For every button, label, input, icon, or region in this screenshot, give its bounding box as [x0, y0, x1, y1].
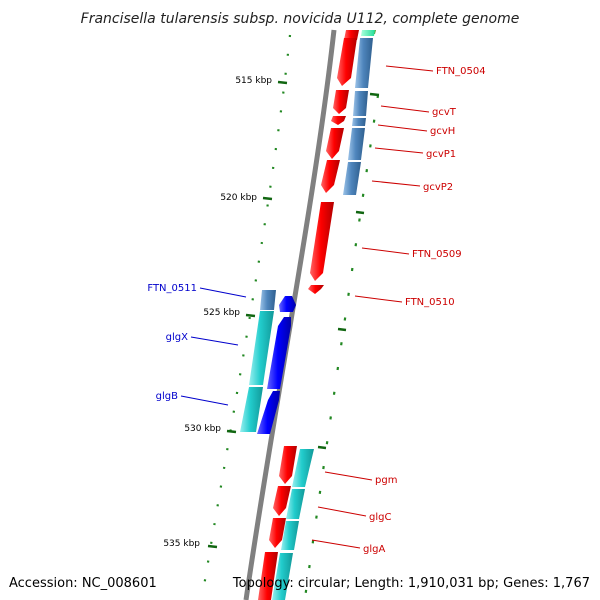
cds-gcvt[interactable] [353, 91, 368, 116]
topology-text: Topology: circular; Length: 1,910,031 bp… [232, 576, 590, 591]
gene-label-gcvp2[interactable]: gcvP2 [423, 182, 453, 193]
scale-ticks [207, 80, 380, 549]
gene-ftn-0510[interactable] [308, 285, 324, 294]
gene-label-glga[interactable]: glgA [363, 544, 385, 555]
scale-label-525: 525 kbp [203, 308, 240, 318]
cds-glga[interactable] [281, 521, 299, 550]
gene-label-gcvh[interactable]: gcvH [430, 126, 455, 137]
cds-gcvh[interactable] [352, 118, 366, 126]
gene-label-ftn-0511[interactable]: FTN_0511 [147, 283, 197, 294]
gene-ftn-0511[interactable] [279, 296, 296, 312]
gene-gcvt[interactable] [333, 90, 349, 114]
cds-partial-bottom[interactable] [272, 553, 293, 600]
gene-label-pgm[interactable]: pgm [375, 475, 397, 486]
gene-label-ftn-0504[interactable]: FTN_0504 [436, 66, 486, 77]
gene-label-glgb[interactable]: glgB [156, 391, 178, 402]
cds-ftn-0511[interactable] [260, 290, 276, 310]
scale-label-530: 530 kbp [184, 424, 221, 434]
gene-pgm[interactable] [279, 446, 297, 484]
cds-glgx[interactable] [249, 311, 274, 385]
gene-glgx[interactable] [267, 317, 291, 389]
gene-partial-bottom[interactable] [258, 552, 278, 600]
gene-label-ftn-0510[interactable]: FTN_0510 [405, 297, 455, 308]
gene-ftn-0504[interactable] [337, 38, 357, 86]
cds-glgc[interactable] [286, 489, 305, 519]
gene-gcvp2[interactable] [321, 160, 340, 193]
gene-glga[interactable] [269, 518, 286, 548]
scale-label-515: 515 kbp [235, 76, 272, 86]
scale-label-535: 535 kbp [163, 539, 200, 549]
gene-label-gcvp1[interactable]: gcvP1 [426, 149, 456, 160]
map-title: Francisella tularensis subsp. novicida U… [81, 11, 520, 27]
cds-gcvp1[interactable] [348, 128, 365, 160]
gene-partial-top-mint[interactable] [361, 30, 375, 36]
leader-lines-forward [180, 287, 247, 406]
cds-gcvp2[interactable] [343, 162, 361, 195]
gene-gcvh[interactable] [331, 116, 346, 125]
gene-label-glgc[interactable]: glgC [369, 512, 391, 523]
cds-pgm[interactable] [292, 449, 314, 487]
leader-lines-reverse [311, 65, 434, 549]
gene-label-glgx[interactable]: glgX [166, 332, 188, 343]
accession-text: Accession: NC_008601 [9, 576, 157, 591]
gene-glgc[interactable] [273, 486, 291, 516]
gene-label-ftn-0509[interactable]: FTN_0509 [412, 249, 462, 260]
gene-ftn-0509[interactable] [310, 202, 334, 281]
cds-glgb[interactable] [240, 387, 263, 432]
scale-label-520: 520 kbp [220, 193, 257, 203]
cds-ftn-0504[interactable] [355, 38, 373, 88]
gene-label-gcvt[interactable]: gcvT [432, 107, 457, 118]
gene-partial-top-red[interactable] [344, 30, 359, 40]
gene-glgb[interactable] [257, 391, 280, 434]
gene-gcvp1[interactable] [326, 128, 344, 159]
